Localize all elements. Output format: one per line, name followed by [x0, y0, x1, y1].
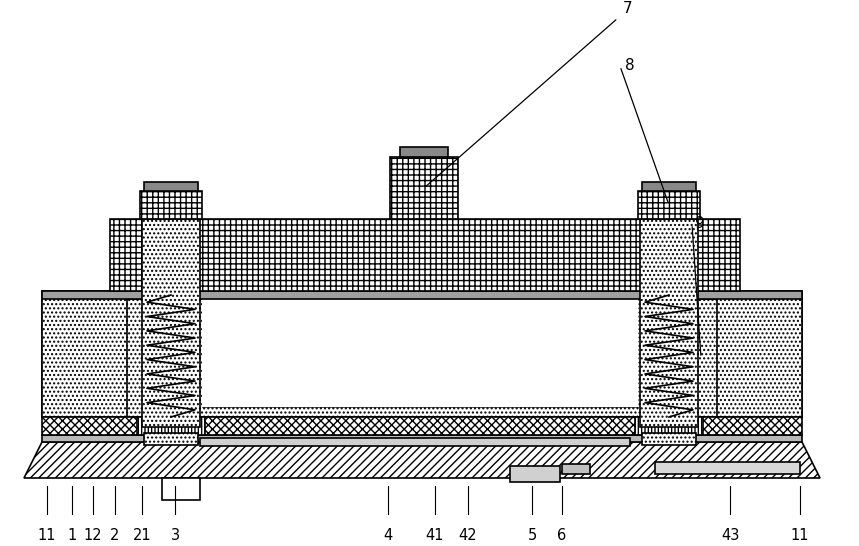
- Bar: [162, 478, 200, 500]
- Bar: [200, 438, 630, 446]
- Text: 9: 9: [695, 217, 704, 232]
- Text: 1: 1: [67, 528, 76, 543]
- Bar: [642, 433, 696, 445]
- Text: 11: 11: [791, 528, 809, 543]
- Bar: [42, 417, 802, 435]
- Bar: [202, 299, 638, 407]
- Bar: [562, 464, 590, 474]
- Text: 4: 4: [383, 528, 393, 543]
- Bar: [400, 147, 448, 157]
- Bar: [142, 219, 200, 427]
- Bar: [42, 299, 802, 417]
- Bar: [717, 291, 802, 417]
- Bar: [144, 433, 198, 445]
- Polygon shape: [24, 442, 820, 478]
- Text: 7: 7: [623, 1, 632, 16]
- Bar: [42, 291, 127, 417]
- Bar: [635, 417, 703, 435]
- Bar: [638, 191, 700, 219]
- Text: 43: 43: [721, 528, 740, 543]
- Text: 6: 6: [557, 528, 567, 543]
- Bar: [510, 466, 560, 482]
- Bar: [144, 182, 198, 191]
- Text: 12: 12: [83, 528, 102, 543]
- Text: 2: 2: [110, 528, 119, 543]
- Bar: [110, 219, 740, 291]
- Text: 41: 41: [426, 528, 444, 543]
- Text: 5: 5: [527, 528, 537, 543]
- Bar: [640, 219, 698, 427]
- Text: 8: 8: [625, 58, 635, 74]
- Text: 21: 21: [132, 528, 151, 543]
- Bar: [655, 462, 800, 474]
- Text: 3: 3: [170, 528, 180, 543]
- Bar: [642, 182, 696, 191]
- Bar: [390, 157, 458, 219]
- Bar: [42, 291, 802, 299]
- Text: 42: 42: [459, 528, 478, 543]
- Text: 11: 11: [38, 528, 56, 543]
- Bar: [42, 435, 802, 442]
- Bar: [140, 191, 202, 219]
- Bar: [137, 417, 205, 435]
